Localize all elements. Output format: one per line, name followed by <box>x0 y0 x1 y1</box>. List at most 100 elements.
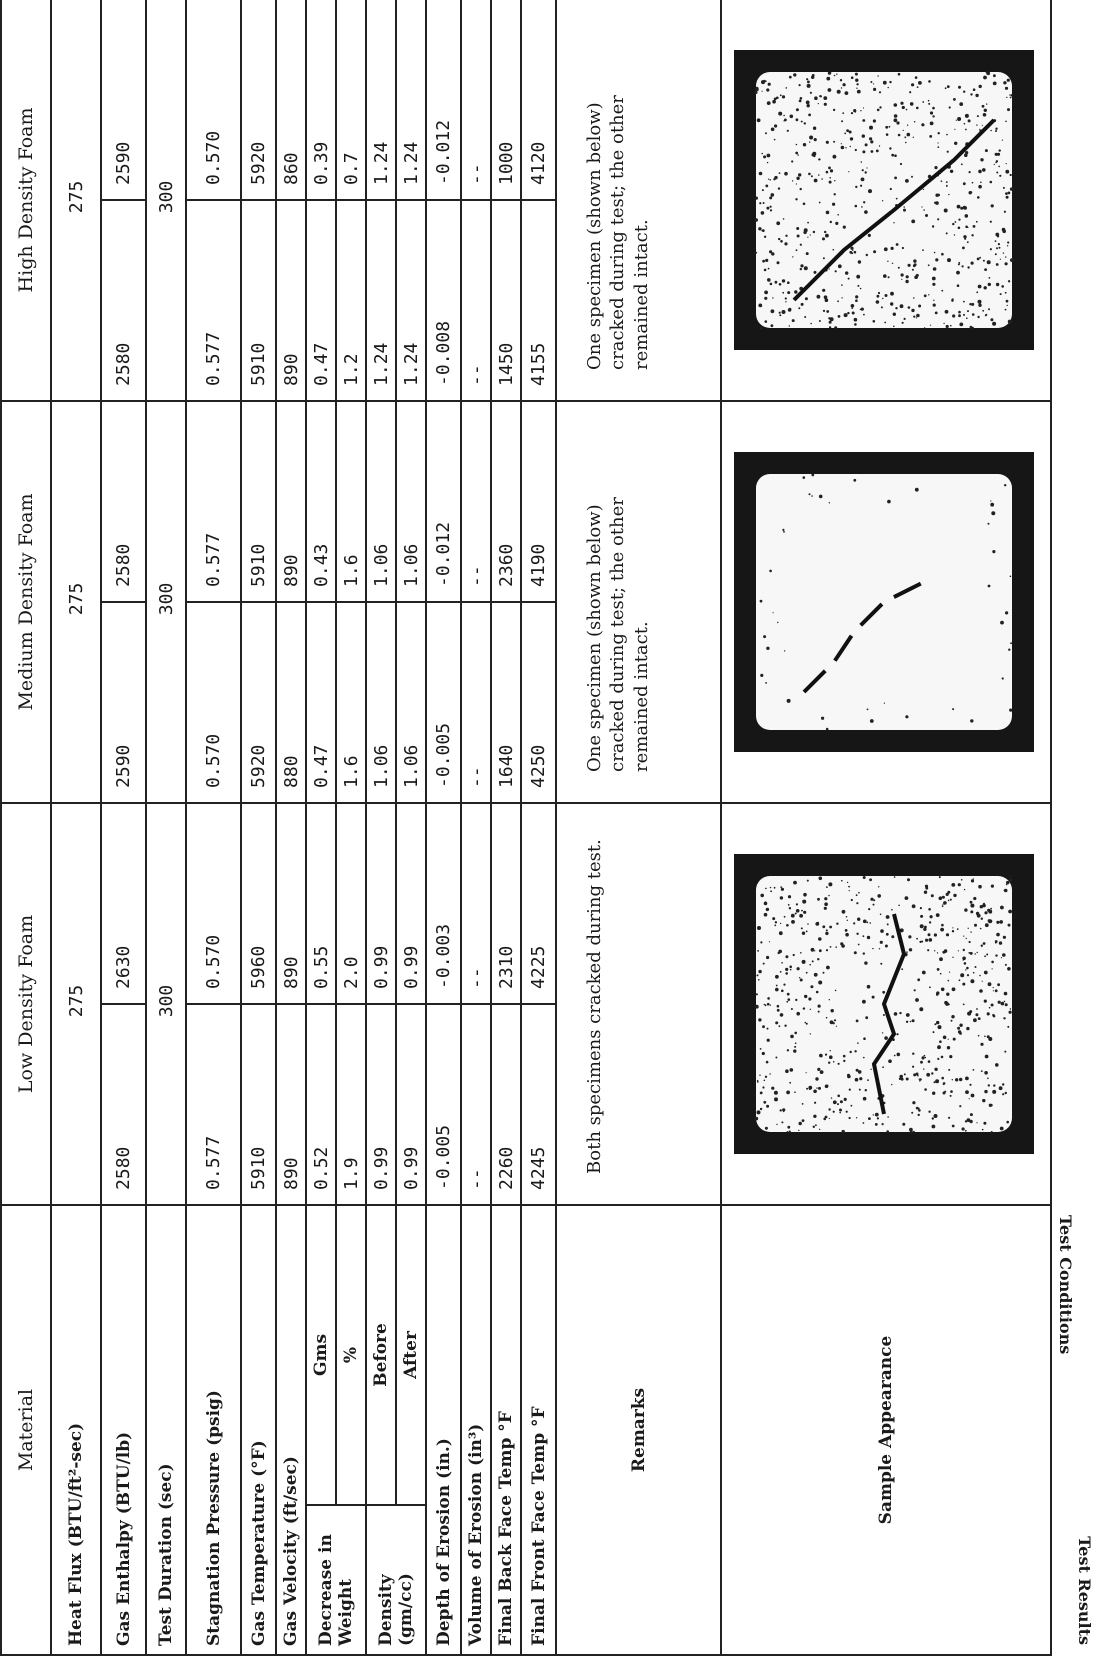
value-cell: 1000 <box>491 0 521 200</box>
value-cell: 0.39 <box>306 0 336 200</box>
row-label: Test Duration (sec) <box>146 1204 186 1655</box>
value-cell: -0.005 <box>426 601 461 803</box>
value-cell: 2310 <box>491 802 521 1004</box>
value-cell: 0.47 <box>306 199 336 401</box>
row-sublabel: % <box>336 1204 366 1505</box>
value-cell: 5910 <box>241 199 276 401</box>
value-cell: 0.99 <box>396 802 426 1004</box>
sample-photo-cell <box>721 0 1051 401</box>
value-cell: 860 <box>276 0 306 200</box>
value-cell: 2580 <box>101 199 146 401</box>
row-label: Heat Flux (BTU/ft²-sec) <box>51 1204 101 1655</box>
value-cell: 1.24 <box>366 0 396 200</box>
value-cell: -0.005 <box>426 1003 461 1205</box>
value-cell: -- <box>461 400 491 602</box>
value-cell: 0.577 <box>186 400 241 602</box>
row-sublabel: After <box>396 1204 426 1505</box>
row-label: Depth of Erosion (in.) <box>426 1204 461 1655</box>
value-cell: 0.43 <box>306 400 336 602</box>
value-cell: 880 <box>276 601 306 803</box>
table-row: % 1.9 2.0 1.6 1.6 1.2 0.7 <box>336 0 366 1655</box>
row-label: Stagnation Pressure (psig) <box>186 1204 241 1655</box>
table-row: Stagnation Pressure (psig) 0.577 0.570 0.57… <box>186 0 241 1655</box>
row-sublabel: Gms <box>306 1204 336 1505</box>
value-cell: 1.9 <box>336 1003 366 1205</box>
value-cell: 0.99 <box>396 1003 426 1205</box>
value-cell: 0.52 <box>306 1003 336 1205</box>
row-label: Volume of Erosion (in³) <box>461 1204 491 1655</box>
row-group-label: Decrease in Weight <box>306 1505 366 1655</box>
value-cell: 0.99 <box>366 1003 396 1205</box>
value-cell: -0.008 <box>426 199 461 401</box>
value-cell: 0.570 <box>186 0 241 200</box>
value-cell: 2630 <box>101 802 146 1004</box>
value-cell: 1.06 <box>366 400 396 602</box>
row-label: Final Front Face Temp °F <box>521 1204 556 1655</box>
row-label: Final Back Face Temp °F <box>491 1204 521 1655</box>
value-cell: 300 <box>146 400 186 803</box>
header-material: Material <box>1 1204 51 1655</box>
table-row: Depth of Erosion (in.) -0.005 -0.003 -0.005… <box>426 0 461 1655</box>
table-row: Gas Enthalpy (BTU/lb) 2580 2630 2590 2580 258… <box>101 0 146 1655</box>
remark-text: One specimen (shown below) cracked durin… <box>556 400 721 803</box>
value-cell: 0.7 <box>336 0 366 200</box>
value-cell: 2580 <box>101 1003 146 1205</box>
sample-photo <box>733 451 1034 752</box>
table-row: After 0.99 0.99 1.06 1.06 1.24 1.24 <box>396 0 426 1655</box>
table-row: Decrease in Weight Gms 0.52 0.55 0.47 0.43 0.4… <box>306 0 366 1655</box>
table-row: Gas Velocity (ft/sec) 890 890 880 890 890 860 <box>276 0 306 1655</box>
table-row: Final Back Face Temp °F 2260 2310 1640 2360 1… <box>491 0 521 1655</box>
table-row: Remarks Both specimens cracked during tes… <box>556 0 721 1655</box>
value-cell: -0.012 <box>426 400 461 602</box>
value-cell: 275 <box>51 400 101 803</box>
value-cell: 0.47 <box>306 601 336 803</box>
value-cell: 1.06 <box>366 601 396 803</box>
value-cell: 4245 <box>521 1003 556 1205</box>
table-row: Test Conditions Test Results <box>1051 0 1120 1655</box>
value-cell: -- <box>461 1003 491 1205</box>
value-cell: 0.577 <box>186 1003 241 1205</box>
value-cell: 4225 <box>521 802 556 1004</box>
sample-photo-cell <box>721 802 1051 1205</box>
value-cell: 890 <box>276 802 306 1004</box>
value-cell: 0.570 <box>186 601 241 803</box>
value-cell: -- <box>461 0 491 200</box>
value-cell: 2260 <box>491 1003 521 1205</box>
value-cell: 890 <box>276 1003 306 1205</box>
value-cell: 1.2 <box>336 199 366 401</box>
remark-text: One specimen (shown below) cracked durin… <box>556 0 721 401</box>
value-cell: 0.99 <box>366 802 396 1004</box>
table-row: Final Front Face Temp °F 4245 4225 4250 4190… <box>521 0 556 1655</box>
table-row: Gas Temperature (°F) 5910 5960 5920 5910 5910… <box>241 0 276 1655</box>
value-cell: 5910 <box>241 400 276 602</box>
value-cell: 890 <box>276 400 306 602</box>
value-cell: -0.003 <box>426 802 461 1004</box>
value-cell: 1.24 <box>396 199 426 401</box>
value-cell: 5920 <box>241 601 276 803</box>
sample-photo-cell <box>721 400 1051 803</box>
value-cell: 5920 <box>241 0 276 200</box>
header-column: High Density Foam <box>1 0 51 401</box>
value-cell: 4190 <box>521 400 556 602</box>
table-row: Sample Appearance <box>721 0 1051 1655</box>
remarks-label: Remarks <box>556 1204 721 1655</box>
value-cell: 0.570 <box>186 802 241 1004</box>
value-cell: 1.24 <box>366 199 396 401</box>
value-cell: 2590 <box>101 0 146 200</box>
header-column: Medium Density Foam <box>1 400 51 803</box>
row-label: Gas Enthalpy (BTU/lb) <box>101 1204 146 1655</box>
value-cell: 1.6 <box>336 400 366 602</box>
row-label: Gas Velocity (ft/sec) <box>276 1204 306 1655</box>
value-cell: -0.012 <box>426 0 461 200</box>
side-label-cell: Test Conditions Test Results <box>1051 1204 1120 1655</box>
sample-photo <box>733 49 1034 350</box>
row-label: Gas Temperature (°F) <box>241 1204 276 1655</box>
table-row: Volume of Erosion (in³) -- -- -- -- -- -- <box>461 0 491 1655</box>
value-cell: 275 <box>51 0 101 401</box>
side-label: Test Results <box>1075 1536 1094 1645</box>
value-cell: 890 <box>276 199 306 401</box>
table-row: Test Duration (sec) 300 300 300 <box>146 0 186 1655</box>
value-cell: 4155 <box>521 199 556 401</box>
